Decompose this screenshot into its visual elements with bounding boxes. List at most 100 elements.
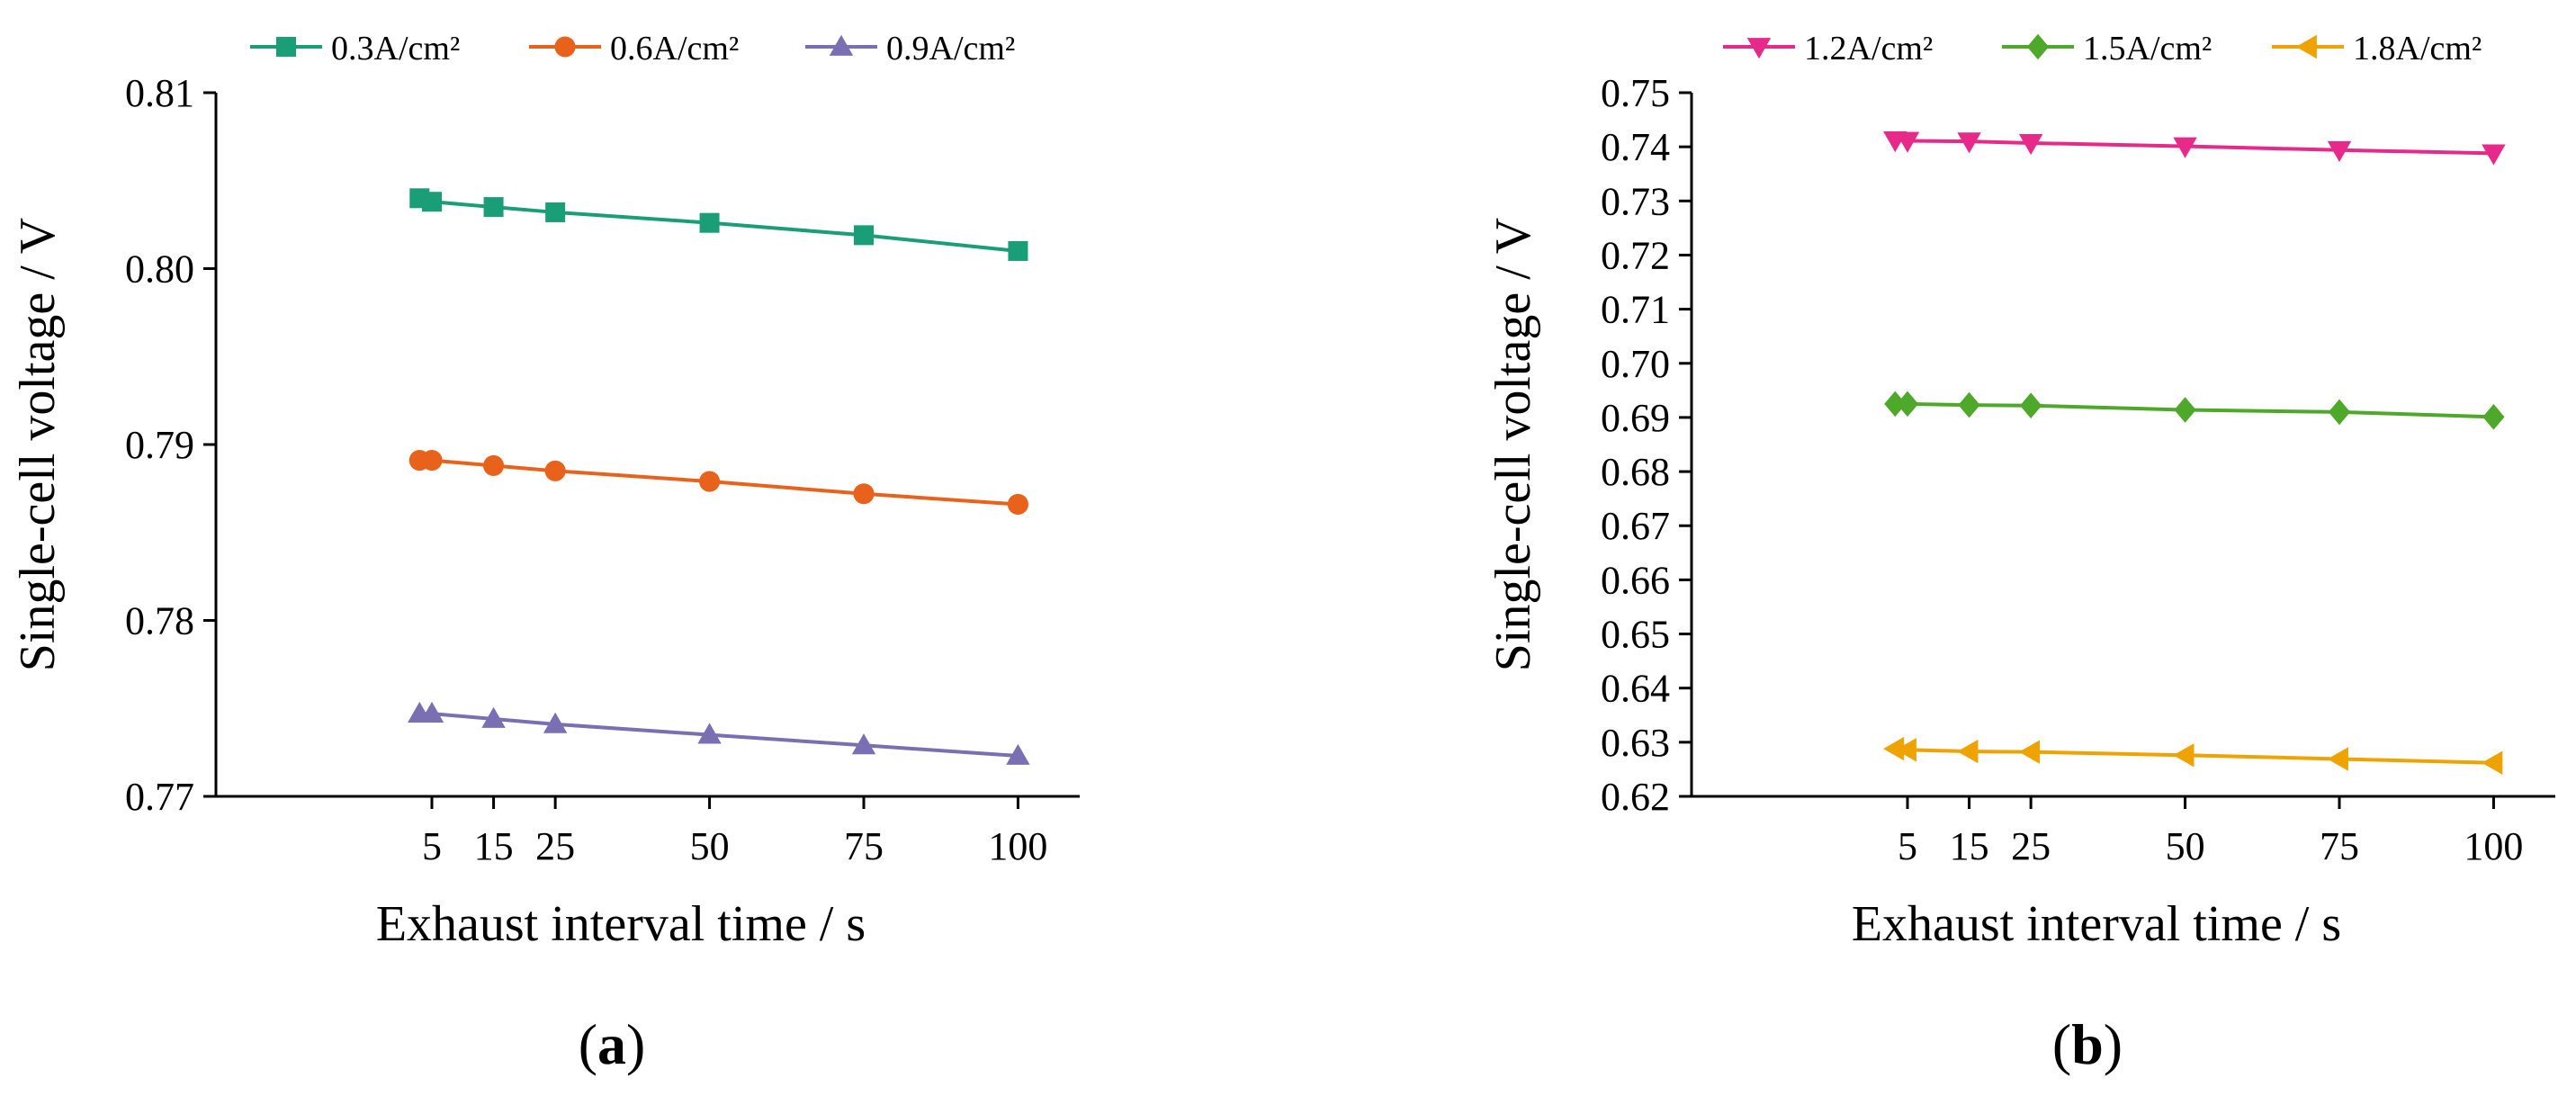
legend-entry: 0.9A/cm²	[805, 30, 1015, 67]
data-point	[853, 483, 875, 505]
data-point	[2482, 404, 2505, 430]
y-tick-label: 0.71	[1601, 288, 1670, 332]
data-point	[544, 460, 566, 481]
data-point	[2018, 740, 2041, 764]
data-point	[1896, 391, 1919, 418]
y-tick-label: 0.66	[1601, 558, 1670, 602]
y-tick-label: 0.65	[1601, 613, 1670, 657]
y-tick-label: 0.64	[1601, 667, 1670, 711]
y-axis-title: Single-cell voltage / V	[1485, 218, 1541, 671]
legend-label: 0.3A/cm²	[331, 30, 460, 67]
y-tick-label: 0.79	[125, 423, 194, 467]
x-tick-label: 50	[2166, 824, 2205, 868]
panel-label: (a)	[579, 1012, 646, 1076]
y-axis-title: Single-cell voltage / V	[10, 218, 66, 671]
x-tick-label: 100	[2464, 824, 2523, 868]
data-point	[854, 225, 874, 246]
legend-marker	[1746, 38, 1772, 59]
legend-marker	[2026, 33, 2050, 60]
data-point	[483, 197, 504, 218]
series-3	[408, 701, 1030, 765]
legend-entry: 1.5A/cm²	[2002, 30, 2212, 67]
data-point	[2327, 140, 2352, 162]
data-point	[2328, 399, 2351, 426]
x-tick-label: 5	[1898, 824, 1917, 868]
legend-label: 1.5A/cm²	[2083, 30, 2212, 67]
legend-label: 0.9A/cm²	[886, 30, 1015, 67]
data-point	[699, 212, 720, 233]
data-point	[2173, 743, 2195, 768]
legend-label: 1.2A/cm²	[1804, 30, 1933, 67]
x-tick-label: 75	[844, 824, 884, 868]
data-point	[2327, 747, 2348, 771]
data-point	[1957, 132, 1981, 154]
series-2	[1884, 391, 2505, 430]
series-line	[1895, 747, 2494, 765]
data-point	[543, 712, 568, 733]
y-tick-label: 0.80	[125, 247, 194, 292]
x-tick-label: 25	[535, 824, 575, 868]
y-tick-label: 0.74	[1601, 125, 1670, 169]
legend-entry: 0.6A/cm²	[529, 30, 739, 67]
y-tick-label: 0.68	[1601, 450, 1670, 494]
data-point	[699, 471, 721, 492]
panel-label: (b)	[2052, 1012, 2123, 1076]
legend-entry: 1.2A/cm²	[1723, 30, 1933, 67]
x-tick-label: 5	[422, 824, 442, 868]
series-1	[409, 188, 1028, 261]
legend-marker	[829, 34, 854, 56]
axes: 0.62 0.63 0.64 0.65 0.66 0.67 0.68 0.69 0.70 0.71…	[1601, 71, 2555, 868]
y-tick-label: 0.75	[1601, 71, 1670, 115]
data-point	[2018, 134, 2043, 156]
y-tick-label: 0.72	[1601, 233, 1670, 277]
data-point	[851, 733, 876, 755]
legend-marker	[2295, 34, 2317, 59]
x-tick-label: 100	[988, 824, 1047, 868]
legend-label: 0.6A/cm²	[610, 30, 739, 67]
y-tick-label: 0.78	[125, 599, 194, 643]
x-axis-title: Exhaust interval time / s	[376, 896, 866, 952]
data-point	[1883, 736, 1905, 761]
y-tick-label: 0.73	[1601, 179, 1670, 223]
series-line	[1895, 138, 2494, 156]
legend-marker	[554, 36, 576, 58]
data-point	[481, 706, 506, 728]
x-tick-label: 15	[1950, 824, 1989, 868]
panel-b: 0.62 0.63 0.64 0.65 0.66 0.67 0.68 0.69 0.70 0.71…	[1485, 30, 2555, 1076]
data-point	[422, 192, 442, 212]
series-3	[1883, 736, 2503, 775]
y-tick-label: 0.70	[1601, 342, 1670, 386]
x-tick-label: 50	[690, 824, 730, 868]
data-point	[1007, 493, 1028, 516]
y-tick-label: 0.77	[125, 775, 194, 819]
data-point	[697, 723, 722, 744]
data-point	[421, 450, 443, 472]
legend-marker	[276, 37, 296, 57]
series-2	[408, 450, 1028, 516]
data-point	[2173, 137, 2197, 158]
y-tick-label: 0.69	[1601, 396, 1670, 440]
data-point	[419, 701, 444, 723]
data-point	[1957, 739, 1979, 764]
x-tick-label: 25	[2011, 824, 2051, 868]
legend-entry: 0.3A/cm²	[250, 30, 460, 67]
y-tick-label: 0.63	[1601, 721, 1670, 765]
y-tick-label: 0.67	[1601, 504, 1670, 548]
data-point	[1958, 391, 1980, 418]
series-line	[419, 712, 1019, 759]
y-tick-label: 0.62	[1601, 775, 1670, 819]
data-point	[2174, 397, 2196, 423]
data-point	[2482, 144, 2506, 166]
x-tick-label: 15	[474, 824, 514, 868]
data-point	[545, 202, 566, 222]
panel-a: 0.77 0.78 0.79 0.80 0.81 5 15 25 50 75 100 Single-c…	[10, 30, 1080, 1076]
data-point	[2482, 750, 2503, 775]
y-tick-label: 0.81	[125, 71, 194, 115]
data-point	[1006, 743, 1030, 765]
x-tick-label: 75	[2320, 824, 2359, 868]
axes: 0.77 0.78 0.79 0.80 0.81 5 15 25 50 75 100	[125, 71, 1080, 868]
legend-entry: 1.8A/cm²	[2272, 30, 2482, 67]
series-1	[1883, 131, 2506, 166]
legend-label: 1.8A/cm²	[2353, 30, 2482, 67]
